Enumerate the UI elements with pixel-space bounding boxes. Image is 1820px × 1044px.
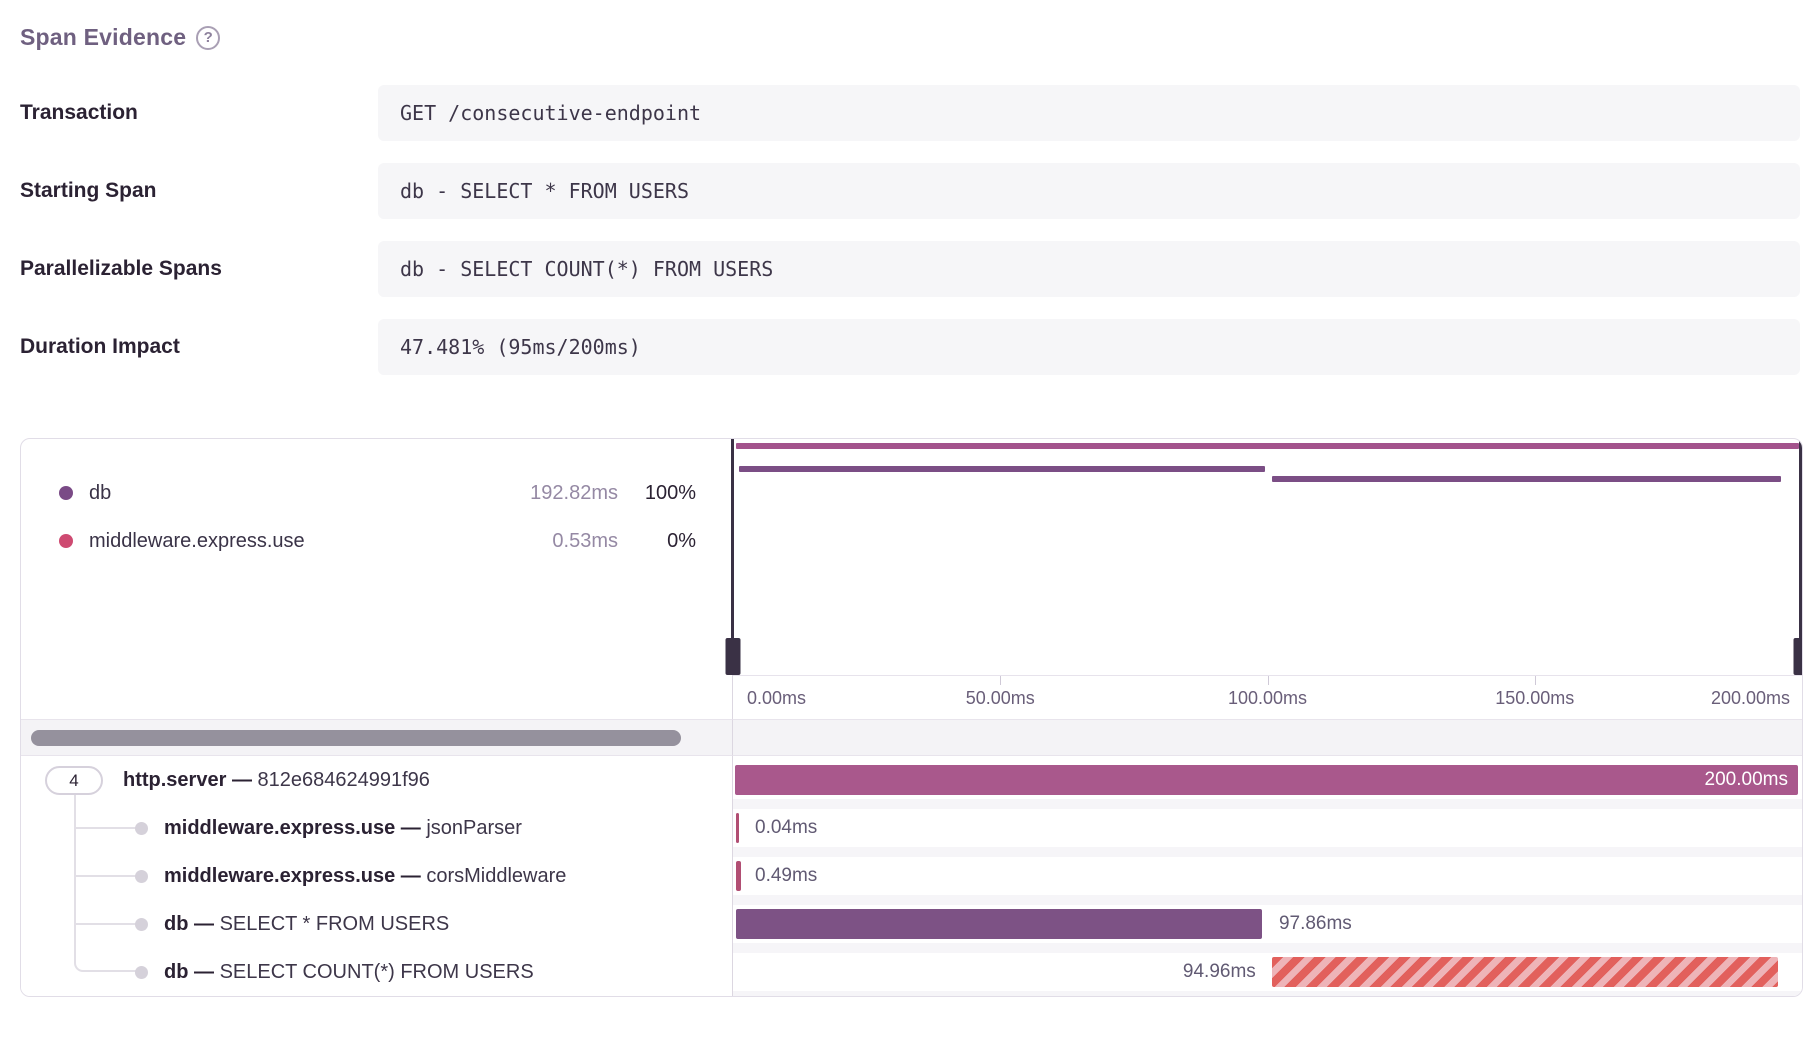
legend-percent: 0% bbox=[667, 529, 696, 552]
legend-percent: 100% bbox=[644, 481, 696, 504]
span-description: SELECT * FROM USERS bbox=[219, 913, 450, 935]
span-separator: — bbox=[231, 769, 252, 791]
minimap-bar-db-select bbox=[739, 466, 1266, 472]
tree-connector bbox=[74, 827, 138, 829]
legend-op-name: db bbox=[89, 481, 112, 504]
span-description: jsonParser bbox=[426, 817, 522, 839]
tree-node-dot-icon bbox=[135, 822, 148, 835]
starting-span-value: db - SELECT * FROM USERS bbox=[378, 163, 1800, 219]
page-title: Span Evidence bbox=[20, 24, 187, 50]
span-duration-label: 97.86ms bbox=[1278, 913, 1352, 934]
span-bar-jsonparser[interactable] bbox=[736, 813, 739, 843]
legend-color-dot bbox=[59, 486, 73, 500]
span-op: http.server bbox=[123, 769, 227, 791]
waterfall-row-db-select: 97.86ms bbox=[733, 900, 1802, 948]
waterfall-row-db-count: 94.96ms bbox=[733, 948, 1802, 996]
legend-item-middleware[interactable]: middleware.express.use 0.53ms 0% bbox=[59, 517, 696, 565]
span-separator: — bbox=[400, 817, 421, 839]
evidence-label: Transaction bbox=[20, 101, 138, 124]
axis-label-0ms: 0.00ms bbox=[747, 688, 807, 708]
minimap-right-grab-icon[interactable] bbox=[1793, 638, 1802, 675]
evidence-row-starting-span: Starting Span db - SELECT * FROM USERS bbox=[20, 163, 1800, 219]
help-icon[interactable]: ? bbox=[196, 25, 221, 50]
span-op: db bbox=[164, 913, 189, 935]
span-description: SELECT COUNT(*) FROM USERS bbox=[219, 961, 534, 983]
span-separator: — bbox=[400, 865, 421, 887]
evidence-label: Duration Impact bbox=[20, 335, 180, 358]
minimap-left-grab-icon[interactable] bbox=[725, 638, 740, 675]
span-op: middleware.express.use bbox=[164, 865, 396, 887]
minimap-bar-db-count bbox=[1271, 476, 1781, 482]
span-row-db-select[interactable]: db — SELECT * FROM USERS bbox=[21, 900, 733, 948]
tree-connector bbox=[74, 948, 138, 972]
evidence-label: Starting Span bbox=[20, 179, 157, 202]
tree-node-dot-icon bbox=[135, 966, 148, 979]
legend-duration: 192.82ms bbox=[530, 481, 618, 504]
evidence-label: Parallelizable Spans bbox=[20, 257, 222, 280]
axis-label-100ms: 100.00ms bbox=[1227, 688, 1308, 708]
axis-tick bbox=[1267, 676, 1269, 685]
span-op: middleware.express.use bbox=[164, 817, 396, 839]
minimap-left-handle[interactable] bbox=[725, 439, 740, 675]
axis-label-50ms: 50.00ms bbox=[965, 688, 1035, 708]
span-duration-label: 94.96ms bbox=[1182, 961, 1256, 982]
waterfall-row-http-server: 200.00ms bbox=[733, 756, 1802, 804]
span-bar-db-select[interactable] bbox=[736, 909, 1262, 939]
parallelizable-spans-value: db - SELECT COUNT(*) FROM USERS bbox=[378, 241, 1800, 297]
legend-color-dot bbox=[59, 534, 73, 548]
span-description: corsMiddleware bbox=[426, 865, 567, 887]
waterfall-row-jsonparser: 0.04ms bbox=[733, 804, 1802, 852]
span-count-badge[interactable]: 4 bbox=[45, 766, 103, 795]
evidence-row-transaction: Transaction GET /consecutive-endpoint bbox=[20, 85, 1800, 141]
time-axis: 0.00ms 50.00ms 100.00ms 150.00ms 200.00m… bbox=[733, 675, 1802, 719]
minimap-bar-http-server bbox=[736, 443, 1799, 449]
trace-minimap[interactable] bbox=[725, 439, 1802, 675]
axis-label-150ms: 150.00ms bbox=[1495, 688, 1575, 708]
evidence-row-parallelizable-spans: Parallelizable Spans db - SELECT COUNT(*… bbox=[20, 241, 1800, 297]
span-row-corsmiddleware[interactable]: middleware.express.use — corsMiddleware bbox=[21, 852, 733, 900]
tree-connector bbox=[74, 795, 76, 804]
waterfall-row-corsmiddleware: 0.49ms bbox=[733, 852, 1802, 900]
section-header: Span Evidence ? bbox=[20, 24, 1820, 51]
tree-node-dot-icon bbox=[135, 870, 148, 883]
tree-node-dot-icon bbox=[135, 918, 148, 931]
scrollbar-track[interactable] bbox=[21, 719, 733, 756]
legend-op-name: middleware.express.use bbox=[89, 529, 305, 552]
axis-label-200ms: 200.00ms bbox=[1710, 688, 1790, 708]
scrollbar-track-right bbox=[733, 719, 1802, 756]
duration-impact-value: 47.481% (95ms/200ms) bbox=[378, 319, 1800, 375]
span-row-db-count[interactable]: db — SELECT COUNT(*) FROM USERS bbox=[21, 948, 733, 996]
span-separator: — bbox=[194, 961, 214, 983]
span-description: 812e684624991f96 bbox=[257, 769, 430, 791]
span-row-http-server[interactable]: 4 http.server — 812e684624991f96 bbox=[21, 756, 733, 804]
span-bar-corsmiddleware[interactable] bbox=[736, 861, 741, 891]
scrollbar-thumb[interactable] bbox=[31, 729, 681, 746]
span-duration-label: 0.04ms bbox=[755, 817, 818, 838]
timeline-header: 0.00ms 50.00ms 100.00ms 150.00ms 200.00m… bbox=[725, 439, 1802, 719]
legend-item-db[interactable]: db 192.82ms 100% bbox=[59, 469, 696, 517]
span-row-jsonparser[interactable]: middleware.express.use — jsonParser bbox=[21, 804, 733, 852]
span-bar-http-server[interactable]: 200.00ms bbox=[735, 765, 1798, 795]
span-op: db bbox=[164, 961, 189, 983]
span-duration-label: 0.49ms bbox=[755, 865, 818, 886]
trace-legend: db 192.82ms 100% middleware.express.use … bbox=[21, 439, 733, 719]
transaction-value: GET /consecutive-endpoint bbox=[378, 85, 1800, 141]
axis-tick bbox=[1000, 676, 1002, 685]
span-bar-db-count-striped[interactable] bbox=[1271, 957, 1779, 987]
tree-connector bbox=[74, 923, 138, 925]
trace-panel: db 192.82ms 100% middleware.express.use … bbox=[20, 438, 1803, 997]
tree-connector bbox=[74, 875, 138, 877]
span-evidence-table: Transaction GET /consecutive-endpoint St… bbox=[20, 85, 1800, 375]
span-duration-label: 200.00ms bbox=[1704, 769, 1788, 790]
evidence-row-duration-impact: Duration Impact 47.481% (95ms/200ms) bbox=[20, 319, 1800, 375]
minimap-right-handle[interactable] bbox=[1793, 439, 1802, 675]
axis-tick bbox=[1534, 676, 1536, 685]
span-separator: — bbox=[194, 913, 214, 935]
legend-duration: 0.53ms bbox=[552, 529, 618, 552]
